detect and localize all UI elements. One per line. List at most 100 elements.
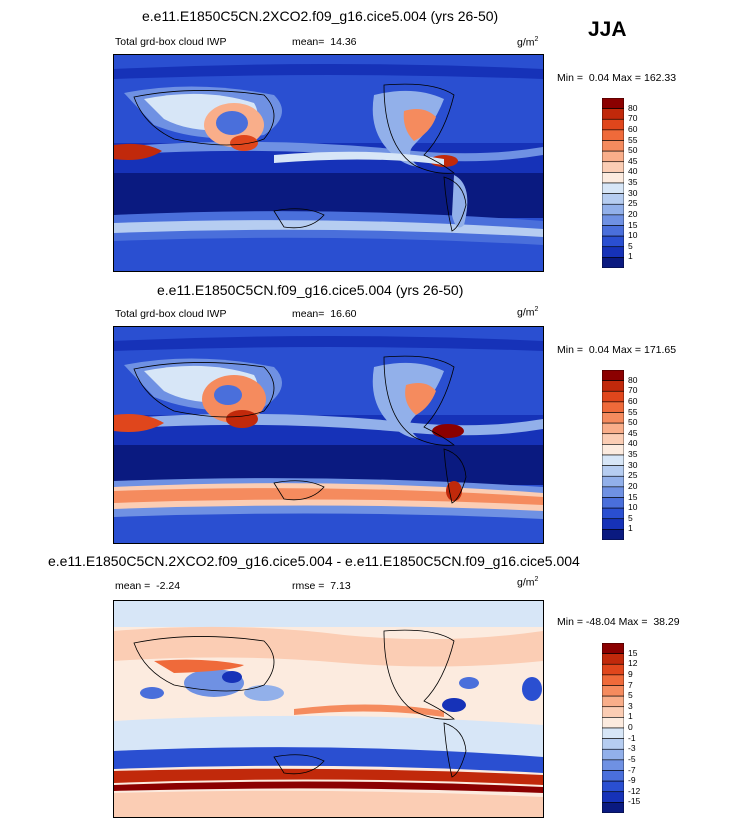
colorbar-box: [601, 685, 625, 697]
panel-2-mean: mean= 16.60: [292, 308, 357, 320]
colorbar-box: [601, 412, 625, 424]
panel-3-map-svg: [114, 601, 543, 817]
colorbar-box: [601, 140, 625, 152]
colorbar-box: [601, 225, 625, 237]
panel-2-subtitle: Total grd-box cloud IWP: [115, 308, 227, 320]
panel-3-units-exp: 2: [534, 576, 539, 583]
colorbar-box: [601, 118, 625, 131]
panel-3-max-label: Max =: [618, 616, 648, 628]
panel-1-map-svg: [114, 55, 543, 271]
colorbar-tick-label: 10: [628, 230, 638, 241]
colorbar-box: [601, 738, 625, 750]
panel-3-rmse-value: 7.13: [330, 580, 351, 592]
panel-3-mean: mean = -2.24: [115, 580, 180, 592]
colorbar-tick-label: -1: [628, 732, 636, 743]
colorbar-box: [601, 465, 625, 477]
panel-2-max-value: 171.65: [643, 344, 677, 356]
colorbar-tick-label: 5: [628, 690, 633, 701]
colorbar-box: [601, 369, 625, 381]
colorbar-tick-label: 9: [628, 668, 633, 679]
panel-2-min-value: 0.04: [588, 344, 610, 356]
colorbar-box: [601, 529, 625, 541]
colorbar-tick-label: 55: [628, 134, 638, 145]
colorbar-tick-label: 60: [628, 123, 638, 134]
panel-2-max-label: Max =: [612, 344, 642, 356]
panel-1-mean-label: mean=: [292, 36, 325, 48]
colorbar-box: [601, 748, 625, 761]
panel-1-max-label: Max =: [612, 72, 642, 84]
season-label: JJA: [588, 18, 627, 41]
colorbar-box: [601, 380, 625, 392]
panel-3-colorbar: [601, 642, 625, 818]
panel-1-min-value: 0.04: [588, 72, 610, 84]
panel-3-max-value: 38.29: [653, 616, 680, 628]
colorbar-tick-label: -9: [628, 775, 636, 786]
colorbar-box: [601, 172, 625, 184]
colorbar-box: [601, 653, 625, 665]
colorbar-tick-label: -3: [628, 743, 636, 754]
colorbar-box: [601, 422, 625, 435]
panel-2-map-svg: [114, 327, 543, 543]
colorbar-tick-label: 10: [628, 502, 638, 513]
colorbar-tick-label: -5: [628, 753, 636, 764]
colorbar-box: [601, 182, 625, 194]
colorbar-tick-label: -12: [628, 785, 641, 796]
colorbar-tick-label: 20: [628, 480, 638, 491]
colorbar-box: [601, 108, 625, 120]
panel-1-colorbar: [601, 97, 625, 273]
colorbar-box: [601, 390, 625, 403]
panel-1-max-value: 162.33: [643, 72, 677, 84]
panel-3-mean-value: -2.24: [156, 580, 181, 592]
colorbar-tick-label: 35: [628, 449, 638, 459]
panel-1-colorbar-svg: [601, 97, 625, 269]
colorbar-box: [601, 433, 625, 445]
panel-2-colorbar-svg: [601, 369, 625, 541]
colorbar-tick-label: 70: [628, 385, 638, 396]
colorbar-box: [601, 642, 625, 654]
panel-1-map: [113, 54, 544, 272]
colorbar-tick-label: 30: [628, 459, 638, 470]
panel-2-minmax: Min = 0.04 Max = 171.65: [557, 344, 676, 356]
panel-2-title: e.e11.E1850C5CN.f09_g16.cice5.004 (yrs 2…: [157, 282, 464, 298]
panel-3-rmse: rmse = 7.13: [292, 580, 351, 592]
colorbar-tick-label: 25: [628, 470, 638, 481]
colorbar-box: [601, 401, 625, 413]
panel-1-units: g/m2: [517, 36, 538, 49]
panel-2-map: [113, 326, 544, 544]
colorbar-box: [601, 663, 625, 676]
panel-3-rmse-label: rmse =: [292, 580, 325, 592]
colorbar-tick-label: 70: [628, 113, 638, 124]
panel-3-units: g/m2: [517, 576, 538, 589]
colorbar-box: [601, 150, 625, 163]
colorbar-tick-label: 5: [628, 240, 633, 251]
colorbar-box: [601, 780, 625, 793]
colorbar-tick-label: 55: [628, 406, 638, 417]
colorbar-box: [601, 791, 625, 803]
colorbar-box: [601, 129, 625, 141]
colorbar-tick-label: 80: [628, 374, 638, 385]
colorbar-tick-label: 50: [628, 417, 638, 428]
colorbar-tick-label: 30: [628, 187, 638, 198]
colorbar-box: [601, 717, 625, 729]
colorbar-tick-label: 12: [628, 658, 638, 669]
colorbar-tick-label: -15: [628, 796, 641, 807]
colorbar-box: [601, 802, 625, 814]
panel-3-minmax: Min = -48.04 Max = 38.29: [557, 616, 680, 628]
colorbar-box: [601, 706, 625, 718]
panel-1-min-label: Min =: [557, 72, 583, 84]
panel-1-mean-value: 14.36: [330, 36, 357, 48]
colorbar-box: [601, 454, 625, 466]
colorbar-box: [601, 759, 625, 771]
panel-3-min-label: Min =: [557, 616, 583, 628]
colorbar-tick-label: 5: [628, 512, 633, 523]
colorbar-box: [601, 475, 625, 488]
colorbar-box: [601, 444, 625, 456]
panel-1-units-base: g/m: [517, 36, 535, 49]
panel-3-map: [113, 600, 544, 818]
panel-2-mean-label: mean=: [292, 308, 325, 320]
colorbar-tick-label: 0: [628, 722, 633, 732]
colorbar-box: [601, 203, 625, 216]
colorbar-box: [601, 695, 625, 708]
colorbar-box: [601, 497, 625, 509]
colorbar-tick-label: 15: [628, 219, 638, 230]
